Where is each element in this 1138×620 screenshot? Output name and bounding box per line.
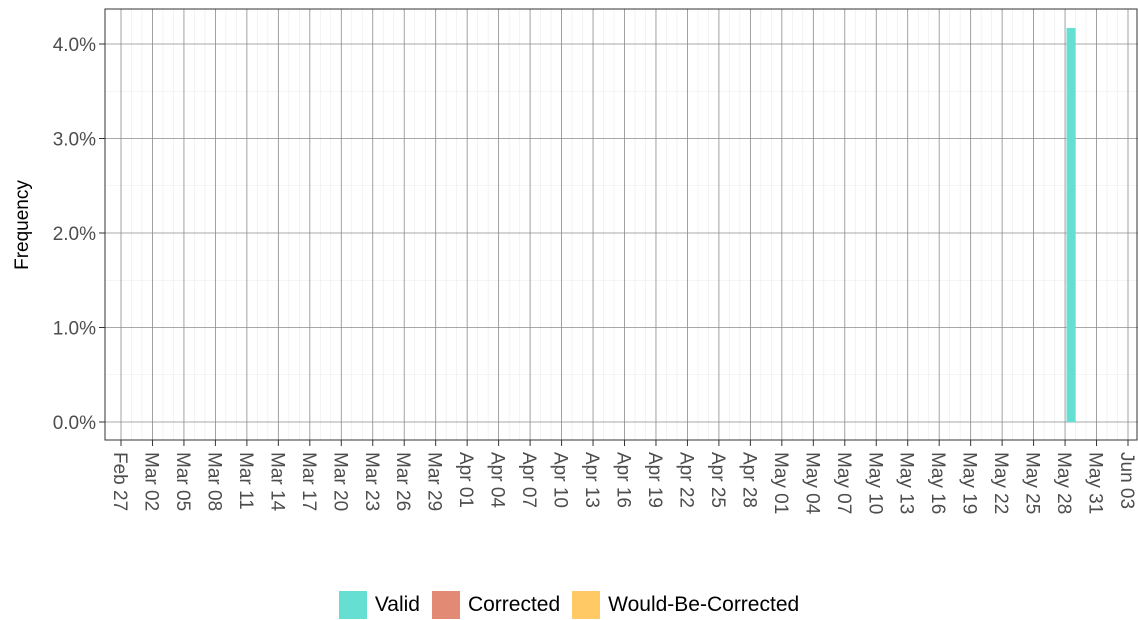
legend-item-valid: Valid xyxy=(338,591,420,619)
chart-area: Feb 27 Mar 02 Mar 05 Mar 08 Mar 11 Mar 14 Mar … xyxy=(12,8,1138,515)
x-tick-label: Apr 28 xyxy=(738,452,759,508)
y-tick-label: 2.0% xyxy=(53,224,96,245)
legend-label-corrected: Corrected xyxy=(467,593,561,616)
y-axis-title: Frequency xyxy=(12,180,33,270)
y-tick-label: 3.0% xyxy=(53,130,96,151)
x-tick-label: Mar 02 xyxy=(140,452,161,511)
x-tick-label: Mar 29 xyxy=(424,452,445,511)
x-tick-label: May 28 xyxy=(1053,452,1074,514)
panel-border xyxy=(104,8,1138,441)
x-tick-label: Apr 19 xyxy=(644,452,665,508)
x-tick-label: Apr 25 xyxy=(707,452,728,508)
x-tick-label: Apr 07 xyxy=(518,452,539,508)
x-tick-label: May 10 xyxy=(864,452,885,514)
bar-valid xyxy=(1066,27,1076,423)
x-tick-label: Mar 05 xyxy=(172,452,193,511)
legend-item-corrected: Corrected xyxy=(431,591,561,619)
x-tick-label: Apr 16 xyxy=(613,452,634,508)
legend-label-valid: Valid xyxy=(374,593,420,616)
x-tick-label: Mar 23 xyxy=(361,452,382,511)
x-tick-label: Mar 20 xyxy=(329,452,350,511)
legend-item-would-be-corrected: Would-Be-Corrected xyxy=(572,591,799,619)
x-tick-label: Mar 26 xyxy=(392,452,413,511)
y-tick-label: 4.0% xyxy=(53,35,96,56)
x-tick-label: Apr 04 xyxy=(487,452,508,508)
x-tick-label: May 22 xyxy=(990,452,1011,514)
x-tick-label: Apr 10 xyxy=(550,452,571,508)
x-tick-label: Mar 17 xyxy=(298,452,319,511)
x-tick-label: May 25 xyxy=(1022,452,1043,514)
x-tick-label: Mar 14 xyxy=(266,452,287,512)
x-tick-label: May 19 xyxy=(959,452,980,514)
legend-label-would-be-corrected: Would-Be-Corrected xyxy=(608,593,800,616)
x-tick-label: Feb 27 xyxy=(109,452,130,511)
x-tick-label: May 13 xyxy=(896,452,917,514)
x-tick-label: May 01 xyxy=(770,452,791,514)
x-tick-label: Apr 13 xyxy=(581,452,602,508)
x-tick-label: Apr 22 xyxy=(675,452,696,508)
legend-swatch-valid xyxy=(338,591,367,619)
legend-swatch-would-be-corrected xyxy=(572,591,601,619)
legend: Valid Corrected Would-Be-Corrected xyxy=(0,590,1138,620)
x-tick-label: May 07 xyxy=(833,452,854,514)
x-tick-label: May 31 xyxy=(1085,452,1106,514)
x-tick-label: Mar 08 xyxy=(203,452,224,511)
legend-swatch-corrected xyxy=(431,591,460,619)
x-tick-label: May 04 xyxy=(801,452,822,515)
x-tick-label: Jun 03 xyxy=(1116,452,1137,509)
x-tick-label: Apr 01 xyxy=(455,452,476,508)
plot-panel xyxy=(105,9,1138,440)
y-tick-label: 1.0% xyxy=(53,319,96,340)
x-tick-label: Mar 11 xyxy=(235,452,256,510)
x-tick-label: May 16 xyxy=(927,452,948,514)
y-tick-label: 0.0% xyxy=(53,413,96,434)
